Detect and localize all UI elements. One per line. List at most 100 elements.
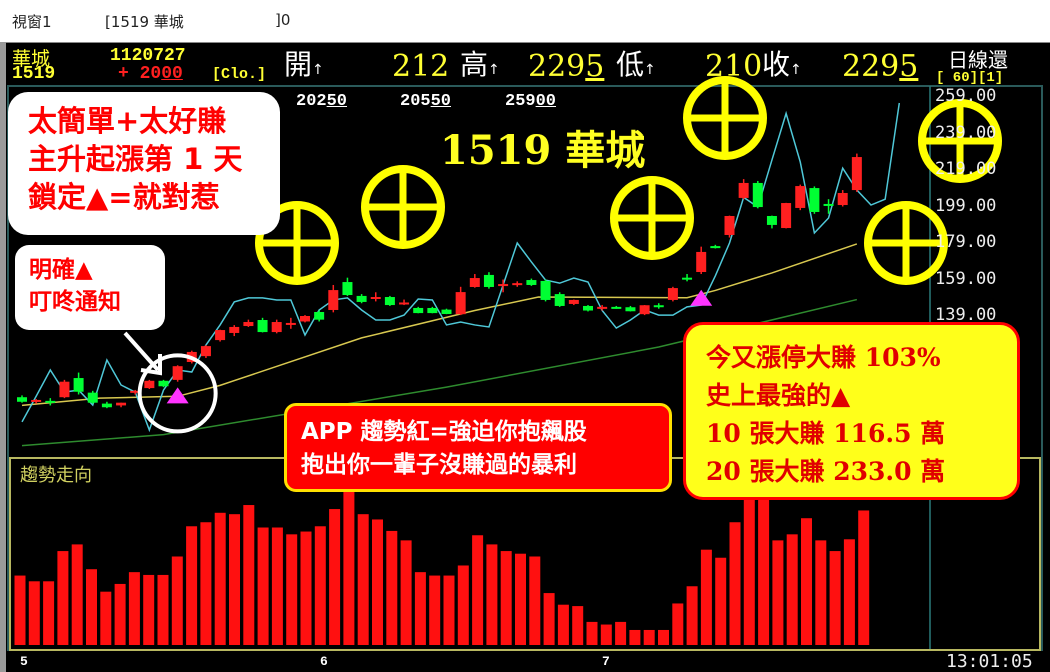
annotation-box-app: APP 趨勢紅=強迫你抱飆股 抱出你一輩子沒賺過的暴利 [284,403,672,492]
trend-bar [443,575,455,645]
candle-body [243,322,254,327]
candle-body [384,297,395,306]
open-int: 212 [392,49,450,84]
candle-body [413,307,424,314]
up-arrow-icon: ↑ [644,62,656,78]
trend-bar [114,583,126,645]
candle-body [554,294,565,306]
trend-bar [386,530,398,645]
y-tick-label: 159.00 [935,268,997,289]
trend-bar [486,544,498,645]
candle-body [257,320,268,333]
open-value: 212 [392,52,449,82]
candle-body [710,246,721,249]
trend-bar [843,539,855,645]
trend-bar [600,624,612,645]
ma3-dec: 00 [535,92,557,111]
candle-body [540,280,551,300]
candle-body [370,297,381,300]
ma2-dec: 50 [430,92,452,111]
candle-body [583,305,593,311]
clock: 13:01:05 [946,651,1033,672]
change-int: + 20 [118,64,162,84]
annotation-box-notify: 明確▲ 叮咚通知 [15,245,165,330]
box1-line: 太簡單+太好賺 [28,104,227,138]
ma-value-1: 20250 [296,92,347,111]
window-title: 視窗1 [12,13,52,31]
trend-bar [257,527,269,645]
trend-bar [772,540,784,645]
trend-bar [643,629,655,645]
candle-body [597,306,608,309]
trend-bar [529,556,541,645]
trend-bar [414,572,426,645]
trend-bar [372,519,383,645]
trend-bar [86,569,97,645]
box1-line: 鎖定▲=就對惹 [28,180,220,214]
trend-bar [71,544,83,645]
symbol-field[interactable]: [1519 華城 [105,13,184,31]
candle-body [682,277,693,280]
candle-body [837,192,848,206]
trend-bar [329,509,341,645]
open-label-text: 開 [284,48,313,81]
trend-bar [572,606,584,645]
trend-bars [14,490,870,645]
trend-bar [629,629,641,645]
trend-bar [186,526,198,645]
low-value: 210 [705,52,762,82]
trend-bar [229,514,240,645]
box4-line: 10 張大賺 116.5 萬 [706,419,946,448]
trend-bar [286,534,298,645]
trend-bar [686,586,698,645]
close-dec: 5 [899,49,919,84]
candle-body [130,390,141,393]
period-params[interactable]: [ 60][1] [936,70,1004,86]
signal-markers [166,289,713,404]
candle-body [752,182,763,208]
box2-line: 明確▲ [29,257,93,283]
box4-line: 史上最強的▲ [706,381,851,410]
candle-body [611,306,622,309]
candle-body [427,307,438,314]
open-label: 開↑ [284,50,324,85]
x-label-5: 5 [20,654,28,669]
box1-line: 主升起漲第 1 天 [28,142,243,176]
trend-bar [314,526,326,645]
trend-bar [500,551,512,645]
ma-value-2: 20550 [400,92,451,111]
candle-body [809,188,820,212]
window-frame [0,42,6,672]
candle-body [200,346,211,357]
trend-bar [801,518,812,645]
candle-body [101,403,112,408]
high-dec: 5 [585,49,605,84]
candle-body [724,215,735,235]
trend-bar [300,531,312,645]
ma2-int: 205 [400,92,431,111]
trend-bar [57,551,69,645]
trend-bar [400,540,412,645]
trend-bar [171,556,183,645]
candle-body [342,282,353,296]
candle-body [667,288,678,300]
candle-body [696,251,707,273]
trend-bar [457,565,469,645]
candle-body [285,322,296,325]
pointer-arrow-icon [123,331,160,372]
low-label-text: 低 [616,48,645,81]
period-label[interactable]: 日線還 [948,48,1008,72]
trend-bar [28,581,40,645]
candle-body [300,316,310,322]
candle-body [116,402,127,406]
trend-bar [143,574,155,645]
box3-line: APP 趨勢紅=強迫你抱飆股 [301,419,587,445]
candle-body [469,278,480,287]
close-int: 229 [842,49,900,84]
candle-body [215,330,226,341]
high-label-text: 高 [460,48,489,81]
ma3-int: 259 [505,92,536,111]
trend-bar [128,572,140,645]
candle-body [356,295,367,302]
